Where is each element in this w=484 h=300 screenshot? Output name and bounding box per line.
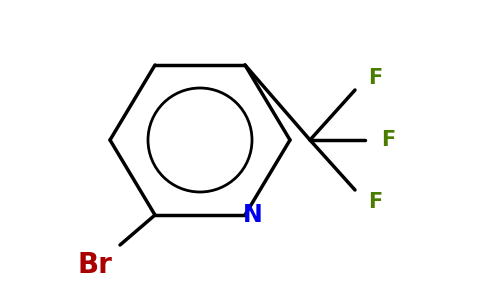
Text: F: F xyxy=(381,130,395,150)
Text: F: F xyxy=(368,68,382,88)
Text: F: F xyxy=(368,192,382,212)
Text: N: N xyxy=(243,203,263,227)
Text: Br: Br xyxy=(77,251,112,279)
